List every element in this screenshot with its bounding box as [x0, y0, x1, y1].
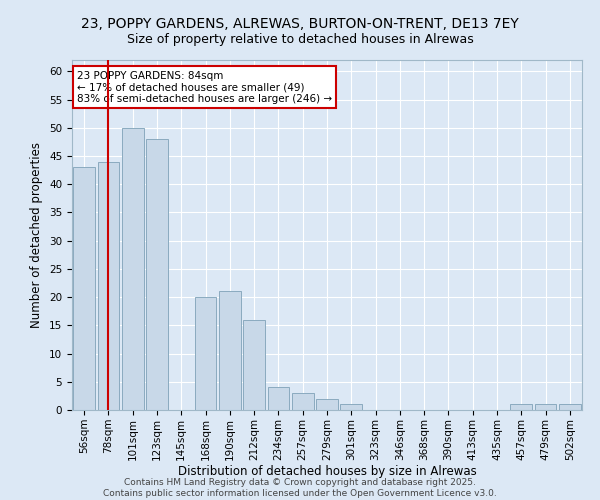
X-axis label: Distribution of detached houses by size in Alrewas: Distribution of detached houses by size … — [178, 466, 476, 478]
Bar — [243, 320, 265, 410]
Bar — [97, 162, 119, 410]
Bar — [559, 404, 581, 410]
Bar — [340, 404, 362, 410]
Bar — [219, 292, 241, 410]
Bar — [535, 404, 556, 410]
Bar — [194, 297, 217, 410]
Bar — [316, 398, 338, 410]
Bar — [292, 393, 314, 410]
Bar — [511, 404, 532, 410]
Bar — [122, 128, 143, 410]
Y-axis label: Number of detached properties: Number of detached properties — [31, 142, 43, 328]
Bar — [73, 168, 95, 410]
Text: Contains HM Land Registry data © Crown copyright and database right 2025.
Contai: Contains HM Land Registry data © Crown c… — [103, 478, 497, 498]
Text: Size of property relative to detached houses in Alrewas: Size of property relative to detached ho… — [127, 32, 473, 46]
Bar — [146, 139, 168, 410]
Bar — [268, 388, 289, 410]
Text: 23 POPPY GARDENS: 84sqm
← 17% of detached houses are smaller (49)
83% of semi-de: 23 POPPY GARDENS: 84sqm ← 17% of detache… — [77, 70, 332, 104]
Text: 23, POPPY GARDENS, ALREWAS, BURTON-ON-TRENT, DE13 7EY: 23, POPPY GARDENS, ALREWAS, BURTON-ON-TR… — [81, 18, 519, 32]
